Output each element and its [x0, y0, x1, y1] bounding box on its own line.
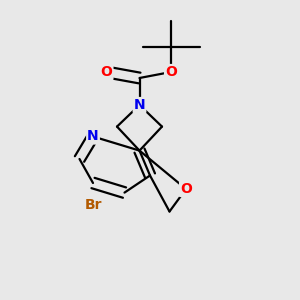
Text: N: N: [134, 98, 145, 112]
Text: Br: Br: [84, 198, 102, 212]
Text: O: O: [180, 182, 192, 196]
Text: O: O: [165, 65, 177, 79]
Text: N: N: [87, 130, 99, 143]
Text: O: O: [100, 65, 112, 79]
